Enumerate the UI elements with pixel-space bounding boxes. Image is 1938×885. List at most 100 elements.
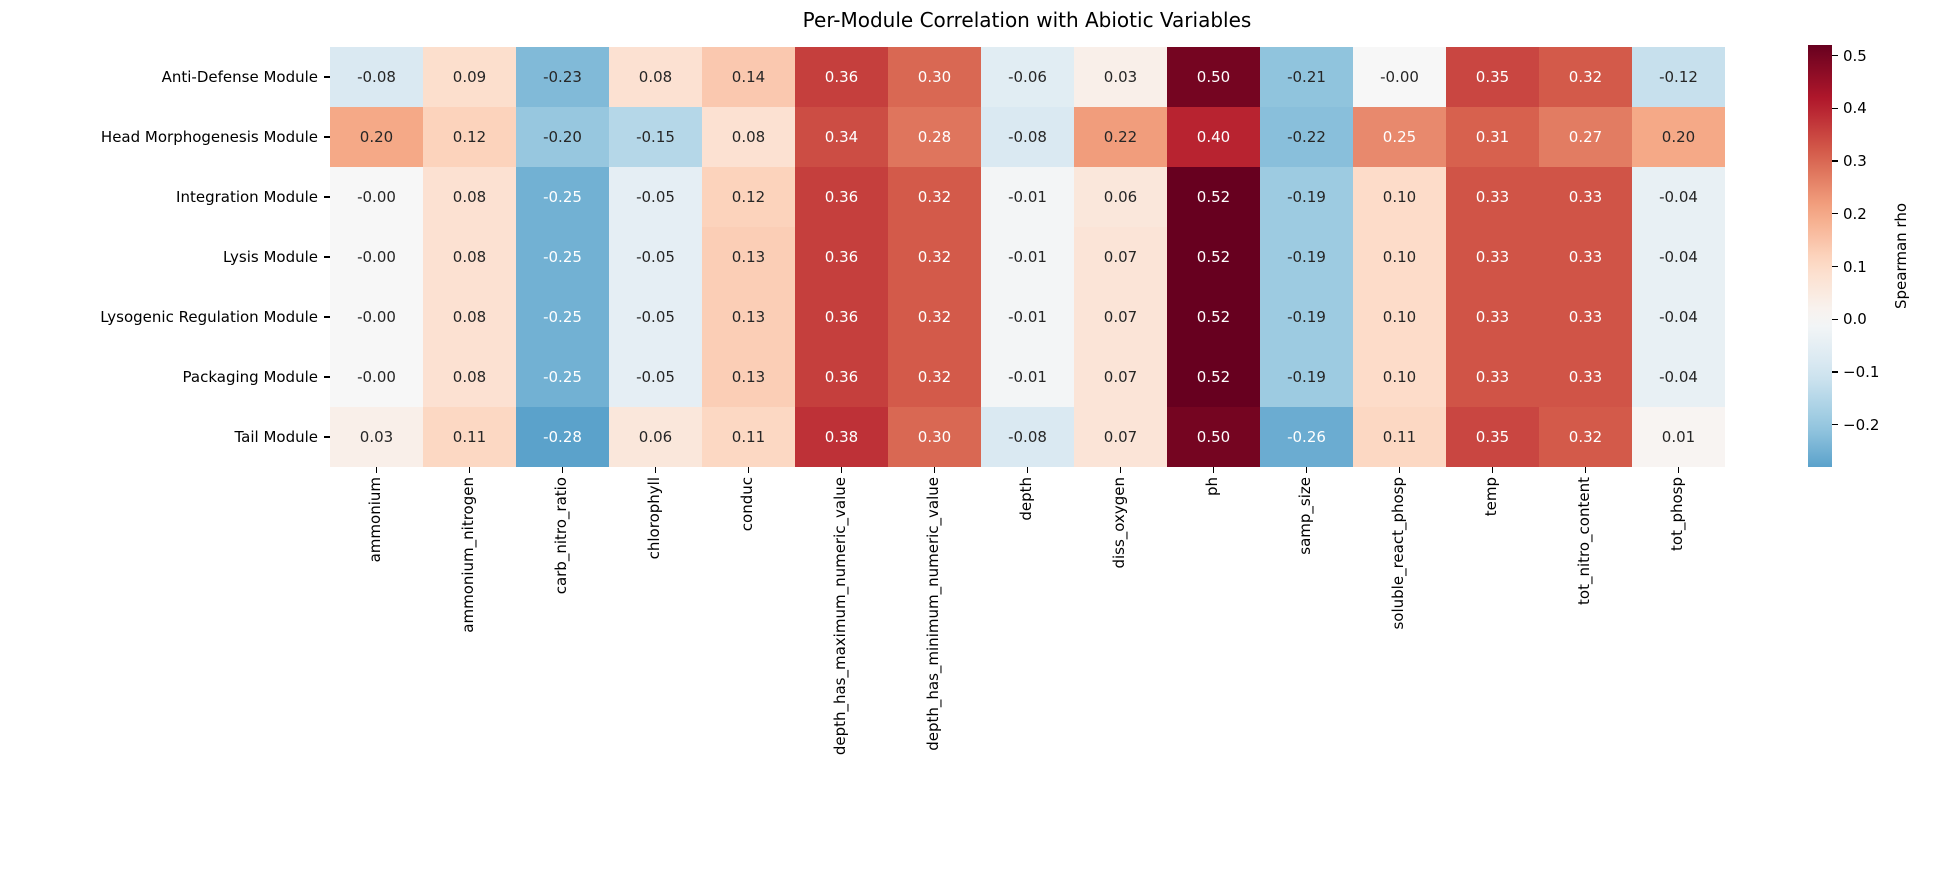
heatmap-cell: -0.04 [1632, 347, 1725, 407]
heatmap-cell: 0.33 [1446, 287, 1539, 347]
colorbar-tick-label: −0.1 [1843, 363, 1880, 382]
x-axis-label: ph [1202, 477, 1221, 497]
heatmap-cell: 0.31 [1446, 107, 1539, 167]
heatmap-cell: -0.22 [1260, 107, 1353, 167]
heatmap-cell: 0.08 [423, 347, 516, 407]
x-tick-mark [933, 467, 936, 473]
x-axis-label: diss_oxygen [1109, 477, 1128, 569]
x-tick-mark [468, 467, 471, 473]
heatmap-cell: -0.06 [981, 47, 1074, 107]
heatmap-cell: -0.25 [516, 347, 609, 407]
heatmap-cell: 0.03 [330, 407, 423, 467]
heatmap-cell: -0.00 [1353, 47, 1446, 107]
heatmap-cell: 0.30 [888, 47, 981, 107]
heatmap-cell: 0.25 [1353, 107, 1446, 167]
heatmap-cell: -0.19 [1260, 287, 1353, 347]
heatmap-cell: 0.13 [702, 227, 795, 287]
x-tick-mark [561, 467, 564, 473]
heatmap-cell: -0.01 [981, 227, 1074, 287]
heatmap-cell: -0.00 [330, 167, 423, 227]
heatmap-cell: -0.05 [609, 227, 702, 287]
heatmap-cell: 0.32 [888, 227, 981, 287]
heatmap-cell: 0.20 [1632, 107, 1725, 167]
heatmap-cell: 0.08 [702, 107, 795, 167]
heatmap-cell: 0.07 [1074, 407, 1167, 467]
heatmap-cell: 0.36 [795, 227, 888, 287]
y-tick-mark [324, 76, 330, 78]
heatmap-cell: 0.08 [423, 167, 516, 227]
heatmap-cell: 0.35 [1446, 407, 1539, 467]
heatmap-cell: 0.09 [423, 47, 516, 107]
colorbar-tick-mark [1832, 160, 1838, 162]
heatmap-cell: -0.12 [1632, 47, 1725, 107]
colorbar-tick-label: 0.0 [1843, 310, 1867, 329]
x-axis-label: ammonium_nitrogen [458, 477, 477, 633]
colorbar-tick-mark [1832, 424, 1838, 426]
colorbar-tick-mark [1832, 54, 1838, 57]
y-axis-label: Tail Module [234, 428, 318, 446]
heatmap-cell: 0.30 [888, 407, 981, 467]
heatmap-cell: 0.32 [888, 167, 981, 227]
heatmap-cell: -0.25 [516, 287, 609, 347]
heatmap-cell: 0.08 [423, 287, 516, 347]
heatmap-cell: -0.15 [609, 107, 702, 167]
colorbar-label: Spearman rho [1892, 202, 1910, 310]
colorbar-tick-mark [1832, 213, 1838, 215]
heatmap-cell: -0.25 [516, 167, 609, 227]
heatmap-cell: 0.50 [1167, 407, 1260, 467]
colorbar-tick-label: 0.3 [1843, 152, 1867, 171]
x-axis-label: conduc [737, 477, 756, 532]
x-tick-mark [747, 467, 750, 473]
heatmap-cell: 0.33 [1539, 167, 1632, 227]
heatmap-cell: 0.22 [1074, 107, 1167, 167]
heatmap-cell: 0.33 [1539, 287, 1632, 347]
heatmap-cell: 0.07 [1074, 287, 1167, 347]
colorbar-tick-label: 0.1 [1843, 257, 1867, 276]
x-axis-label: soluble_react_phosp [1388, 477, 1407, 630]
colorbar-tick-mark [1832, 371, 1838, 373]
heatmap-cell: 0.03 [1074, 47, 1167, 107]
chart-title: Per-Module Correlation with Abiotic Vari… [802, 8, 1252, 32]
y-tick-mark [324, 136, 330, 138]
x-axis-label: ammonium [365, 477, 384, 563]
heatmap-cell: 0.07 [1074, 347, 1167, 407]
heatmap-cell: 0.36 [795, 167, 888, 227]
x-axis-label: chlorophyll [644, 477, 663, 560]
heatmap-cell: 0.10 [1353, 347, 1446, 407]
heatmap-cell: -0.04 [1632, 227, 1725, 287]
x-axis-label: temp [1481, 477, 1500, 517]
x-tick-mark [654, 467, 657, 473]
heatmap-cell: 0.08 [423, 227, 516, 287]
y-axis-label: Packaging Module [182, 368, 318, 386]
heatmap-cell: 0.52 [1167, 347, 1260, 407]
x-axis-label: depth_has_maximum_numeric_value [830, 477, 849, 756]
x-axis-label: tot_nitro_content [1574, 477, 1593, 605]
heatmap-cell: 0.20 [330, 107, 423, 167]
x-tick-mark [1677, 467, 1680, 473]
heatmap-cell: 0.33 [1446, 227, 1539, 287]
heatmap-cell: -0.05 [609, 287, 702, 347]
heatmap-cell: 0.13 [702, 287, 795, 347]
heatmap-cell: -0.19 [1260, 227, 1353, 287]
y-axis-label: Anti-Defense Module [161, 68, 318, 86]
colorbar-tick-label: 0.4 [1843, 99, 1867, 118]
heatmap-cell: -0.28 [516, 407, 609, 467]
heatmap-grid: -0.08 0.09 -0.23 0.08 0.14 0.36 0.30 -0.06 0.03 0… [330, 47, 1725, 467]
heatmap-cell: -0.20 [516, 107, 609, 167]
heatmap-cell: 0.33 [1539, 227, 1632, 287]
heatmap-cell: -0.04 [1632, 167, 1725, 227]
heatmap-cell: 0.36 [795, 287, 888, 347]
heatmap-cell: 0.32 [1539, 407, 1632, 467]
heatmap-cell: 0.11 [423, 407, 516, 467]
colorbar-tick-mark [1832, 265, 1838, 268]
x-axis-label: carb_nitro_ratio [551, 477, 570, 595]
heatmap-cell: 0.28 [888, 107, 981, 167]
colorbar [1808, 45, 1832, 467]
heatmap-cell: -0.26 [1260, 407, 1353, 467]
heatmap-cell: 0.32 [888, 347, 981, 407]
heatmap-cell: 0.32 [1539, 47, 1632, 107]
x-tick-mark [1584, 467, 1587, 473]
y-tick-mark [324, 436, 330, 438]
x-tick-mark [1491, 467, 1494, 473]
